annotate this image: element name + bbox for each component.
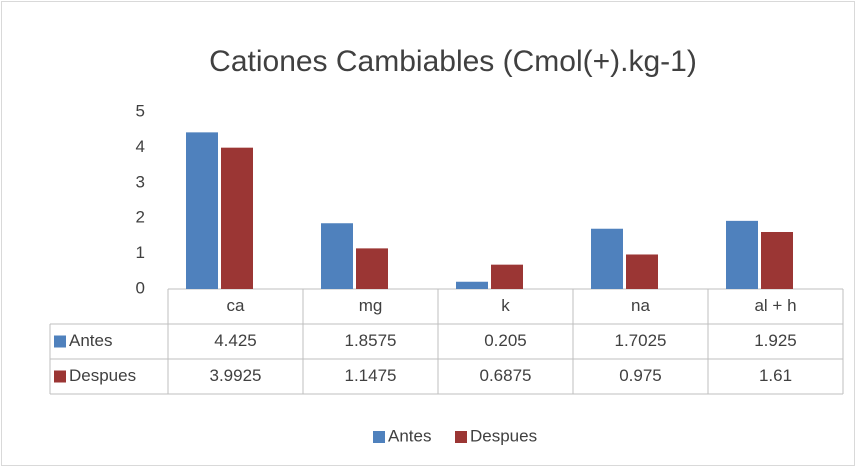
bar [321, 223, 353, 289]
y-tick-label: 3 [136, 172, 145, 191]
table-legend-key [54, 335, 66, 348]
x-tick-label: k [501, 296, 510, 315]
table-row-label: Despues [69, 366, 136, 385]
table-row-label: Antes [69, 331, 112, 350]
y-tick-label: 5 [136, 101, 145, 120]
bar [356, 248, 388, 289]
x-tick-label: na [631, 296, 650, 315]
bar [456, 281, 488, 289]
legend-key [373, 431, 385, 443]
table-cell: 0.205 [484, 331, 527, 350]
table-cell: 0.6875 [480, 366, 532, 385]
bar [221, 147, 253, 289]
x-tick-label: mg [359, 296, 383, 315]
legend-label: Despues [470, 426, 537, 445]
table-cell: 0.975 [619, 366, 662, 385]
bar [626, 254, 658, 289]
x-tick-label: al + h [754, 296, 796, 315]
bar [726, 220, 758, 289]
table-cell: 3.9925 [210, 366, 262, 385]
bar [591, 228, 623, 289]
x-tick-label: ca [227, 296, 246, 315]
table-cell: 1.7025 [615, 331, 667, 350]
chart-title: Cationes Cambiables (Cmol(+).kg-1) [209, 45, 697, 78]
y-tick-label: 0 [136, 278, 145, 297]
legend-label: Antes [388, 426, 431, 445]
table-cell: 1.925 [754, 331, 797, 350]
legend-key [455, 431, 467, 443]
table-cell: 1.1475 [345, 366, 397, 385]
y-tick-label: 2 [136, 208, 145, 227]
y-tick-label: 1 [136, 243, 145, 262]
table-cell: 4.425 [214, 331, 257, 350]
y-tick-label: 4 [136, 137, 145, 156]
bar [761, 232, 793, 289]
bar [491, 264, 523, 289]
table-legend-key [54, 370, 66, 383]
bar [186, 132, 218, 289]
table-cell: 1.8575 [345, 331, 397, 350]
table-cell: 1.61 [759, 366, 792, 385]
